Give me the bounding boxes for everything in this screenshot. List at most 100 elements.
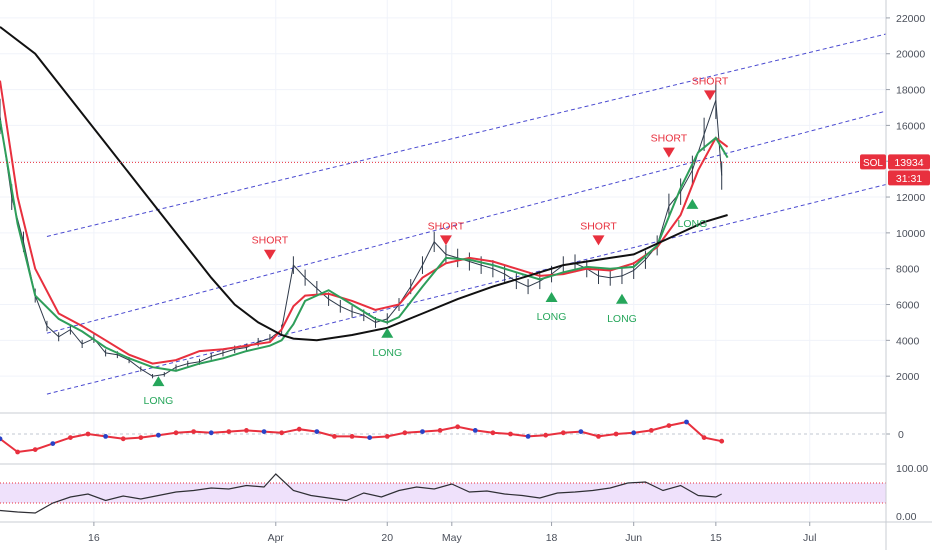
time-axis[interactable]: 16 Apr 20 May 18 Jun 15 Jul — [88, 522, 816, 544]
signal-label-long: LONG — [144, 395, 174, 407]
time-tick-label: Jul — [803, 532, 816, 544]
oscillator-dot — [349, 434, 355, 439]
price-tick-label: 8000 — [896, 264, 920, 276]
long-arrow-icon — [615, 293, 628, 304]
channel-layer — [46, 33, 887, 395]
oscillator-dot — [32, 447, 38, 452]
oscillator-dot — [648, 428, 654, 433]
oscillator-dot — [402, 430, 408, 436]
oscillator-dot — [244, 428, 249, 433]
price-tick-label: 12000 — [896, 192, 925, 204]
time-tick-label: 16 — [88, 532, 100, 544]
oscillator-dot — [455, 424, 461, 430]
price-tick-label: 18000 — [896, 85, 925, 97]
price-tag — [888, 154, 930, 170]
rsi-lower-label: 0.00 — [896, 511, 917, 523]
rsi-upper-label: 100.00 — [896, 463, 928, 475]
signal-label-short: SHORT — [428, 220, 465, 232]
signal-layer: LONG SHORT LONG SHORT LONG SHORT LONG SHORT LONG… — [144, 75, 729, 407]
oscillator-dot — [314, 429, 320, 434]
oscillator-dot — [103, 434, 109, 439]
countdown-value: 31:31 — [896, 173, 922, 185]
oscillator-dot — [15, 449, 21, 455]
oscillator-dot — [490, 430, 496, 436]
short-arrow-icon — [592, 235, 605, 246]
oscillator-zero-label: 0 — [898, 429, 904, 441]
short-arrow-icon — [263, 249, 276, 260]
price-tick-label: 22000 — [896, 13, 925, 25]
oscillator-dot — [261, 429, 267, 434]
time-tick-label: Apr — [268, 532, 285, 544]
oscillator-dot — [508, 431, 513, 437]
oscillator-dot — [420, 429, 425, 434]
indicator-line — [0, 119, 729, 372]
oscillator-dot — [525, 434, 531, 439]
oscillator-dot — [120, 436, 126, 442]
price-tick-label: 6000 — [896, 300, 920, 312]
symbol-tag — [860, 154, 886, 170]
oscillator-dot — [279, 430, 285, 436]
time-tick-label: 20 — [381, 532, 393, 544]
oscillator-pane: 0 — [0, 419, 904, 455]
time-tick-label: 18 — [546, 532, 558, 544]
symbol-tag-label: SOL — [863, 158, 883, 169]
short-arrow-icon — [439, 235, 452, 246]
countdown-tag — [888, 170, 930, 186]
oscillator-dot — [296, 426, 302, 432]
trend-channel-line — [46, 33, 887, 237]
signal-label-long: LONG — [607, 313, 637, 325]
rsi-pane: 100.00 0.00 — [0, 463, 928, 523]
short-arrow-icon — [662, 147, 675, 158]
oscillator-dot — [208, 430, 214, 436]
price-tag-value: 13934 — [894, 157, 923, 169]
series-layer — [0, 26, 729, 379]
price-tick-label: 20000 — [896, 49, 925, 61]
oscillator-dot — [578, 429, 584, 434]
oscillator-dot — [332, 434, 337, 439]
price-tick-label: 4000 — [896, 335, 920, 347]
signal-label-long: LONG — [537, 311, 567, 323]
time-tick-label: 15 — [710, 532, 722, 544]
long-arrow-icon — [545, 291, 558, 302]
oscillator-dot — [138, 435, 144, 440]
oscillator-dot — [684, 419, 689, 425]
indicator-line — [0, 26, 728, 342]
signal-label-short: SHORT — [580, 220, 617, 232]
time-tick-label: May — [442, 532, 463, 544]
oscillator-dot — [173, 430, 179, 436]
rsi-line — [0, 473, 722, 514]
oscillator-dot — [437, 428, 443, 433]
long-arrow-icon — [152, 376, 165, 387]
signal-label-long: LONG — [372, 347, 402, 359]
oscillator-dot — [666, 423, 672, 428]
oscillator-dot — [50, 441, 56, 446]
price-tick-label: 10000 — [896, 228, 925, 240]
oscillator-dot — [701, 435, 707, 440]
short-arrow-icon — [703, 90, 716, 101]
signal-label-short: SHORT — [252, 235, 289, 247]
oscillator-line — [0, 420, 722, 454]
long-arrow-icon — [381, 327, 394, 338]
signal-label-short: SHORT — [692, 75, 729, 87]
oscillator-dot — [191, 429, 197, 434]
oscillator-dot — [560, 430, 566, 436]
oscillator-dot — [367, 435, 373, 440]
price-tick-label: 2000 — [896, 371, 920, 383]
price-tick-label: 16000 — [896, 120, 925, 132]
oscillator-dot — [543, 432, 549, 438]
oscillator-dot — [156, 432, 161, 438]
oscillator-dot — [631, 430, 637, 436]
oscillator-dot — [384, 434, 390, 439]
long-arrow-icon — [686, 198, 699, 209]
signal-label-long: LONG — [677, 218, 707, 230]
oscillator-dot — [68, 435, 73, 440]
oscillator-dot — [596, 434, 601, 439]
oscillator-dot — [226, 429, 232, 434]
signal-label-short: SHORT — [651, 133, 688, 145]
oscillator-dot — [85, 431, 91, 437]
time-tick-label: Jun — [625, 532, 642, 544]
oscillator-dot — [0, 436, 3, 442]
